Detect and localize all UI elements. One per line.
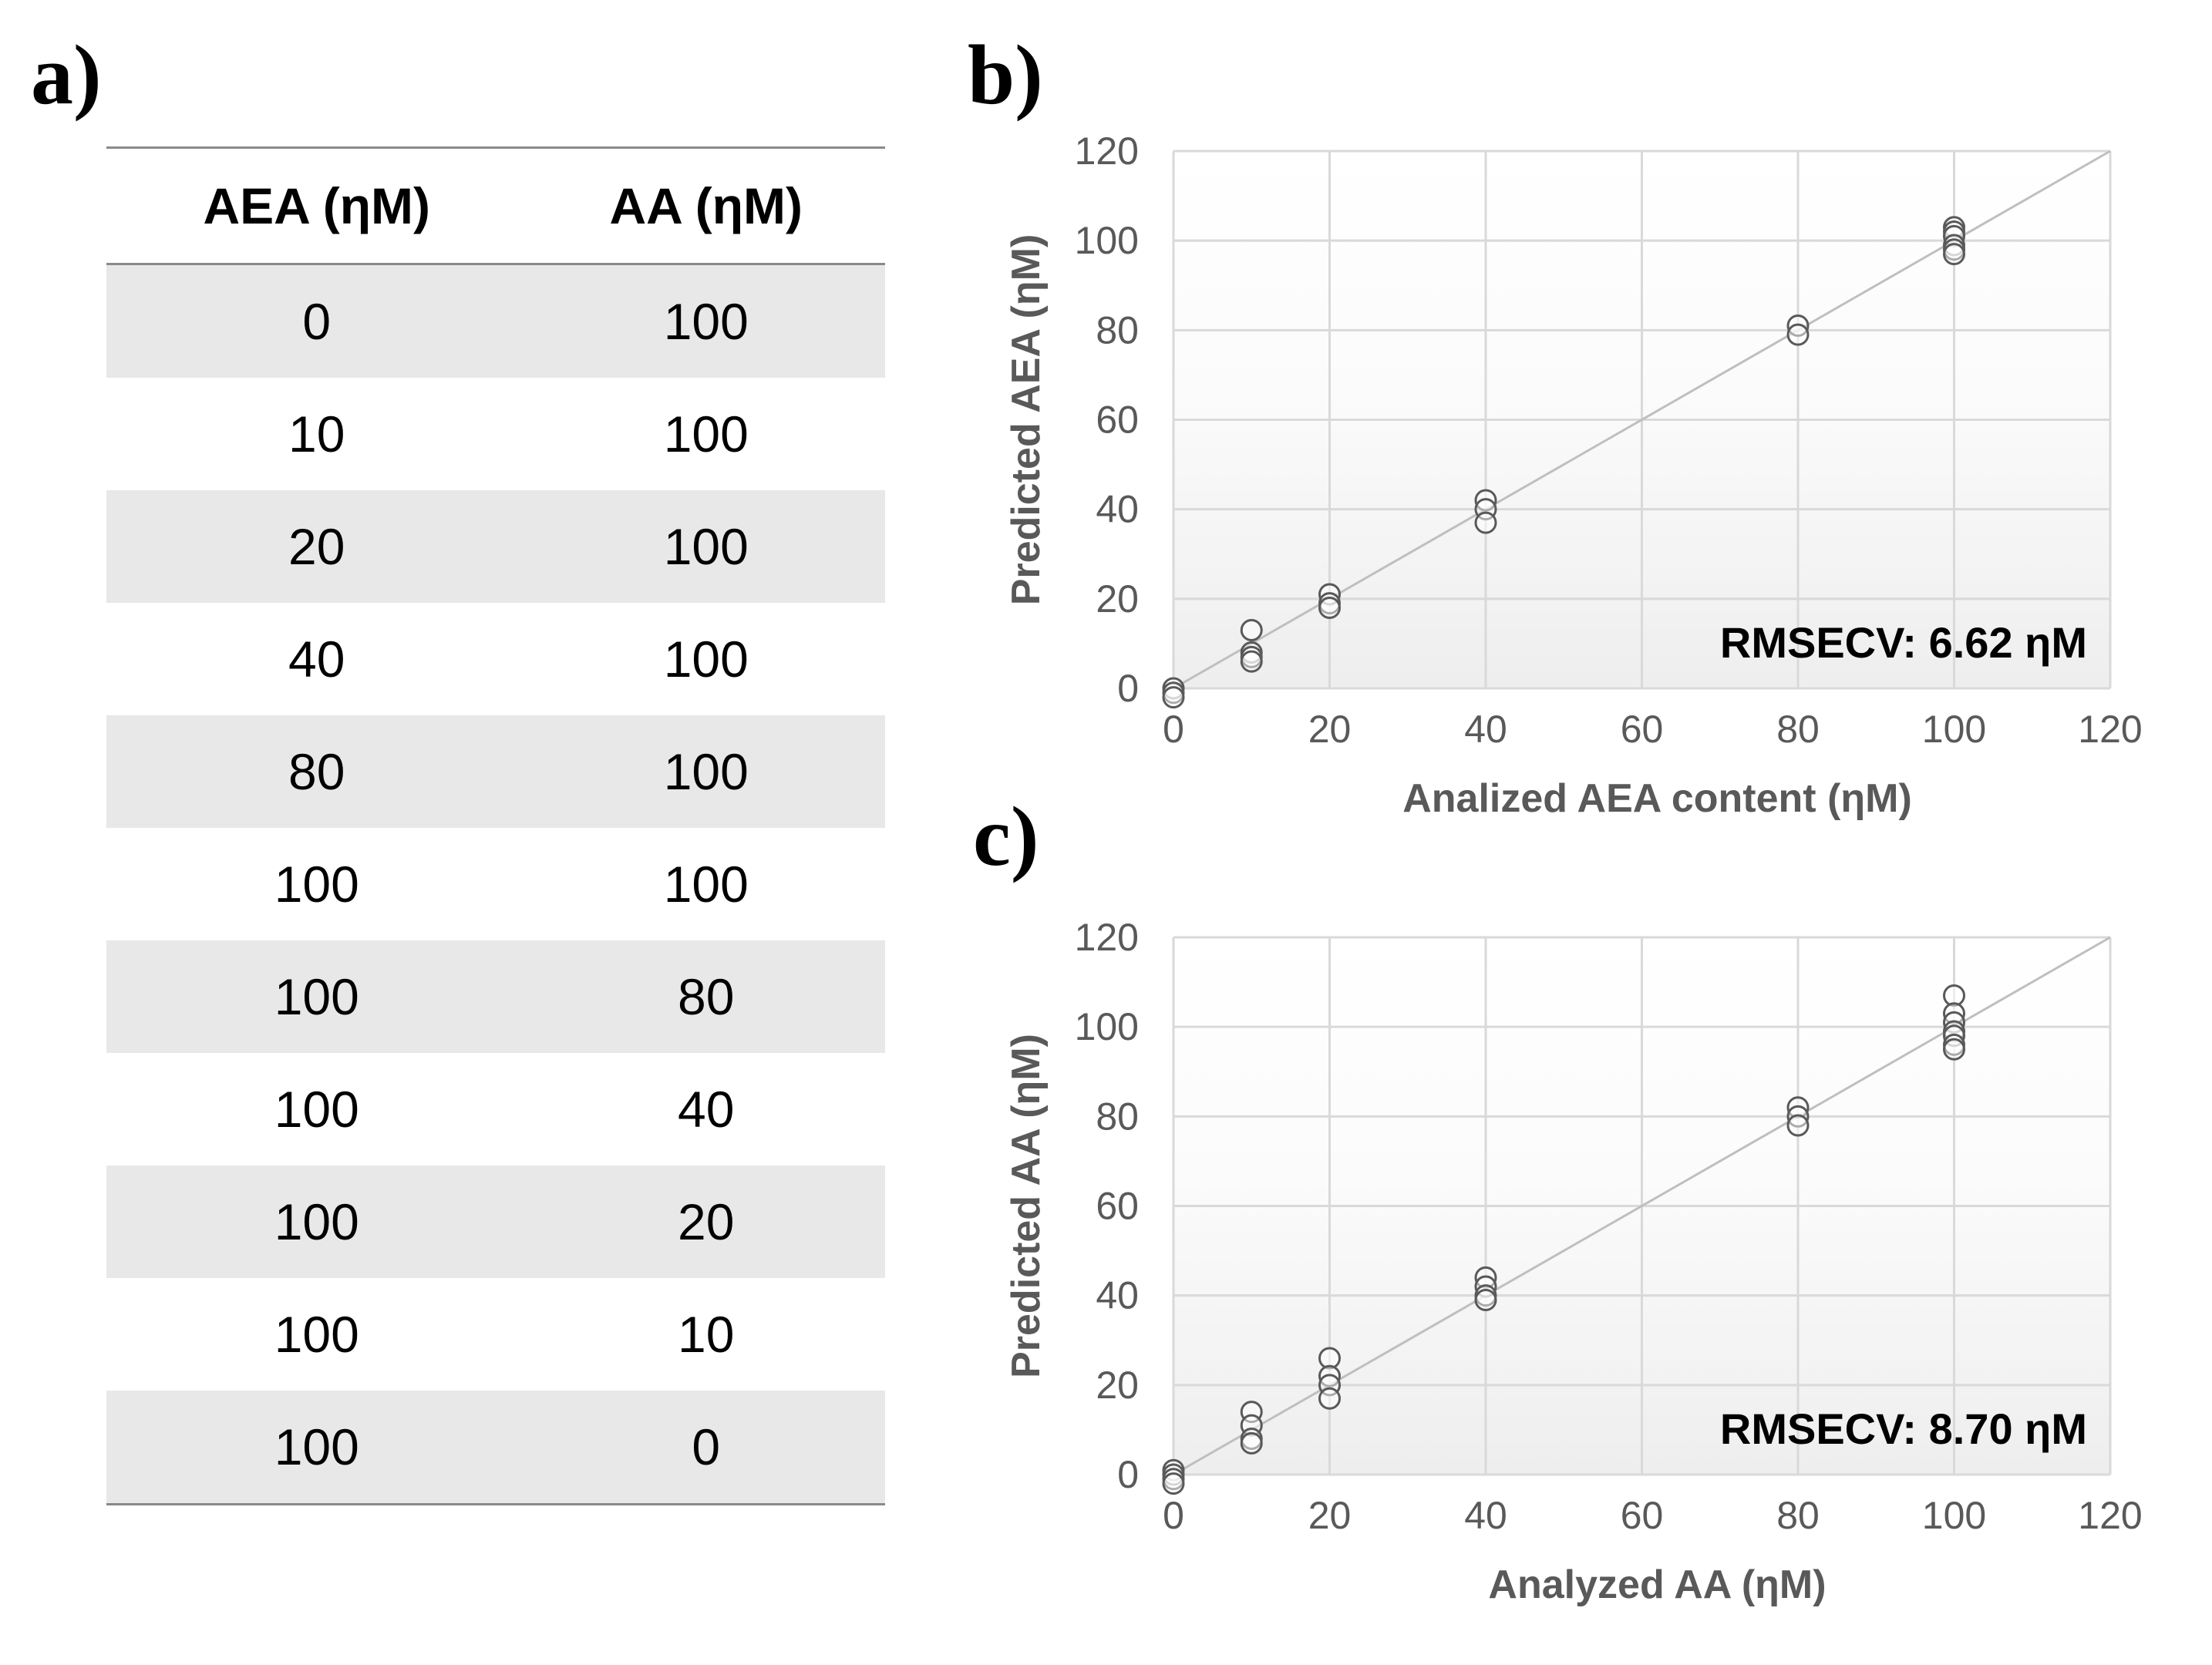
table-row: 100 80 bbox=[106, 940, 885, 1053]
cell-aa: 10 bbox=[678, 1306, 735, 1363]
table-row: 80 100 bbox=[106, 715, 885, 828]
table-row: 0 100 bbox=[106, 264, 885, 378]
x-tick-label: 60 bbox=[1621, 1494, 1664, 1537]
data-point bbox=[1943, 243, 1965, 266]
panel-label-a: a) bbox=[31, 28, 102, 122]
data-point bbox=[1474, 511, 1497, 534]
cell-aea: 80 bbox=[106, 715, 527, 828]
cell-aa: 100 bbox=[527, 715, 885, 828]
cell-aea: 100 bbox=[106, 1391, 527, 1505]
x-tick-label: 60 bbox=[1621, 708, 1664, 751]
table-header-row: AEA (ηM) AA (ηM) bbox=[106, 146, 885, 265]
y-axis-title: Predicted AA (ηM) bbox=[1004, 1034, 1049, 1378]
y-axis-title: Predicted AEA (ηM) bbox=[1004, 234, 1049, 606]
rmsecv-annotation: RMSECV: 6.62 ηM bbox=[1720, 618, 2087, 667]
data-point bbox=[1474, 1288, 1497, 1311]
table-row: 100 20 bbox=[106, 1166, 885, 1278]
chart-aa-scatter: 0 20 40 60 80 100 120 0 20 40 60 80 100 120 Analyzed A… bbox=[1004, 916, 2143, 1607]
y-tick-label: 80 bbox=[1096, 308, 1139, 352]
y-tick-label: 20 bbox=[1096, 577, 1139, 621]
y-tick-label: 60 bbox=[1096, 1185, 1139, 1228]
data-point bbox=[1240, 1431, 1263, 1455]
cell-aa: 0 bbox=[527, 1391, 885, 1505]
x-tick-label: 20 bbox=[1308, 708, 1352, 751]
cell-aea: 100 bbox=[274, 1306, 359, 1363]
y-tick-label: 120 bbox=[1075, 130, 1139, 173]
y-tick-label: 0 bbox=[1117, 1453, 1139, 1496]
cell-aea: 100 bbox=[274, 1081, 359, 1138]
cell-aa: 100 bbox=[663, 405, 749, 462]
x-tick-label: 20 bbox=[1308, 1494, 1352, 1537]
x-tick-label: 40 bbox=[1464, 1494, 1507, 1537]
cell-aa: 100 bbox=[663, 631, 749, 688]
cell-aea: 20 bbox=[106, 490, 527, 603]
panel-label-c: c) bbox=[973, 789, 1039, 883]
concentration-table: AEA (ηM) AA (ηM) 0 100 10 100 20 100 40 100 80 10… bbox=[106, 146, 885, 1505]
header-aa: AA (ηM) bbox=[527, 146, 885, 265]
data-point bbox=[1240, 618, 1263, 641]
x-tick-label: 80 bbox=[1776, 1494, 1820, 1537]
cell-aa: 80 bbox=[527, 940, 885, 1053]
cell-aa: 20 bbox=[527, 1166, 885, 1278]
x-axis-title: Analized AEA content (ηM) bbox=[1402, 776, 1912, 821]
y-tick-label: 40 bbox=[1096, 488, 1139, 531]
cell-aa: 100 bbox=[527, 264, 885, 378]
table-row: 100 40 bbox=[106, 1053, 885, 1166]
cell-aa: 100 bbox=[663, 856, 749, 913]
table-row: 10 100 bbox=[106, 378, 885, 490]
table-row: 100 100 bbox=[106, 828, 885, 940]
data-point bbox=[1786, 323, 1810, 346]
y-tick-label: 20 bbox=[1096, 1364, 1139, 1407]
table-row: 100 10 bbox=[106, 1278, 885, 1391]
data-point bbox=[1162, 686, 1185, 709]
y-tick-label: 100 bbox=[1075, 219, 1139, 262]
cell-aea: 100 bbox=[106, 940, 527, 1053]
x-tick-label: 100 bbox=[1922, 1494, 1986, 1537]
chart-aea-scatter: 0 20 40 60 80 100 120 0 20 40 60 80 100 120 Analized A… bbox=[1004, 130, 2143, 821]
cell-aea: 0 bbox=[106, 264, 527, 378]
y-tick-label: 80 bbox=[1096, 1095, 1139, 1138]
data-point bbox=[1318, 1387, 1341, 1410]
x-tick-label: 120 bbox=[2078, 1494, 2142, 1537]
rmsecv-annotation: RMSECV: 8.70 ηM bbox=[1720, 1404, 2087, 1453]
x-tick-label: 0 bbox=[1163, 708, 1184, 751]
x-axis-title: Analyzed AA (ηM) bbox=[1488, 1562, 1826, 1607]
table-row: 20 100 bbox=[106, 490, 885, 603]
y-tick-label: 100 bbox=[1075, 1005, 1139, 1048]
cell-aa: 100 bbox=[527, 490, 885, 603]
cell-aea: 100 bbox=[106, 1166, 527, 1278]
data-point bbox=[1162, 1472, 1185, 1495]
x-tick-label: 0 bbox=[1163, 1494, 1184, 1537]
header-aea: AEA (ηM) bbox=[106, 146, 527, 265]
x-tick-label: 80 bbox=[1776, 708, 1820, 751]
cell-aa: 40 bbox=[678, 1081, 735, 1138]
cell-aea: 10 bbox=[288, 405, 345, 462]
table-row: 100 0 bbox=[106, 1391, 885, 1505]
y-tick-label: 120 bbox=[1075, 916, 1139, 959]
panel-label-b: b) bbox=[968, 28, 1043, 122]
x-tick-label: 120 bbox=[2078, 708, 2142, 751]
data-point bbox=[1786, 1114, 1810, 1137]
data-point bbox=[1240, 650, 1263, 673]
cell-aea: 40 bbox=[288, 631, 345, 688]
x-tick-label: 40 bbox=[1464, 708, 1507, 751]
y-tick-label: 0 bbox=[1117, 667, 1139, 710]
cell-aea: 100 bbox=[274, 856, 359, 913]
y-tick-label: 60 bbox=[1096, 399, 1139, 442]
table-row: 40 100 bbox=[106, 603, 885, 715]
data-point bbox=[1318, 596, 1341, 619]
y-tick-label: 40 bbox=[1096, 1274, 1139, 1317]
data-point bbox=[1943, 1038, 1965, 1061]
x-tick-label: 100 bbox=[1922, 708, 1986, 751]
